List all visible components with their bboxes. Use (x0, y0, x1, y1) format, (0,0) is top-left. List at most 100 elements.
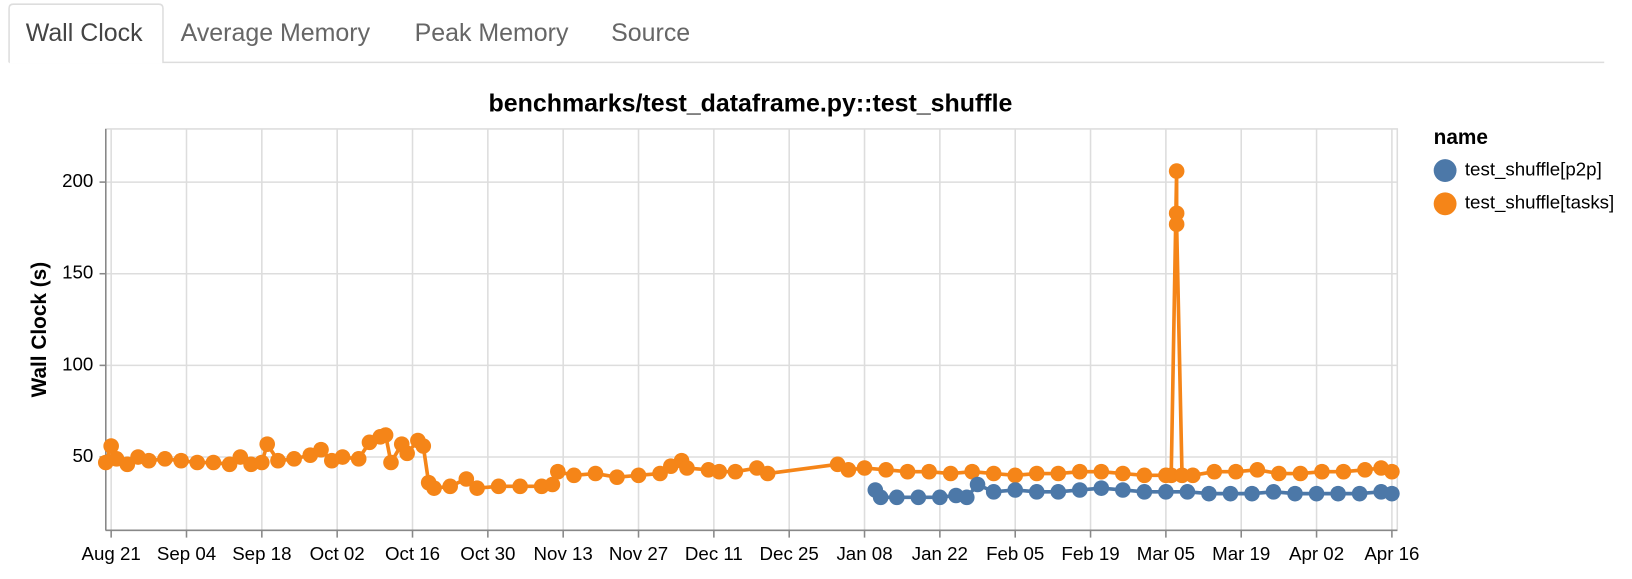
point (1028, 484, 1045, 500)
point (1184, 467, 1201, 484)
x-tick-label: Sep 04 (157, 543, 216, 564)
point (609, 469, 625, 485)
x-tick-label: Jan 22 (912, 543, 968, 564)
x-tick-label: Oct 16 (385, 543, 440, 564)
point (1050, 484, 1067, 500)
point (259, 436, 276, 452)
x-tick-label: Feb 05 (986, 543, 1044, 564)
point (1168, 205, 1185, 222)
legend-label: test_shuffle[tasks] (1465, 192, 1614, 214)
tab-active-box[interactable] (8, 3, 164, 63)
tab[interactable]: Peak Memory (415, 19, 569, 47)
point (490, 478, 507, 495)
point (469, 480, 485, 496)
legend-label: test_shuffle[p2p] (1465, 158, 1602, 180)
point (1093, 480, 1110, 496)
x-tick-label: Aug 21 (82, 543, 141, 564)
series (867, 476, 1400, 506)
point (141, 452, 157, 469)
series (97, 163, 1400, 496)
point (1050, 465, 1067, 482)
point (1136, 484, 1153, 500)
chart-title: benchmarks/test_dataframe.py::test_shuff… (489, 90, 1013, 118)
point (157, 451, 173, 467)
point (921, 463, 937, 480)
point (1384, 463, 1400, 480)
point (415, 438, 432, 454)
y-tick-label: 50 (72, 445, 93, 466)
point (189, 454, 206, 471)
point (1158, 484, 1174, 500)
point (550, 463, 566, 480)
point (932, 489, 948, 506)
point (1115, 465, 1131, 482)
point (856, 460, 873, 476)
legend-swatch (1433, 159, 1457, 182)
point (958, 489, 975, 506)
point (1228, 463, 1244, 480)
point (899, 463, 916, 480)
point (1071, 482, 1088, 498)
point (1244, 485, 1260, 502)
tab[interactable]: Wall Clock (8, 3, 164, 63)
point (711, 463, 728, 480)
point (1174, 467, 1190, 484)
tab-bar: Wall Clock Average Memory Peak Memory Sourc… (8, 3, 690, 64)
point (889, 489, 905, 506)
point (173, 452, 189, 469)
x-tick-label: Dec 11 (685, 543, 743, 564)
x-tick-label: Nov 27 (609, 543, 668, 564)
point (1179, 484, 1196, 500)
tab-label[interactable]: Wall Clock (26, 19, 143, 47)
point (458, 471, 475, 487)
y-tick-label: 150 (62, 262, 93, 283)
point (350, 451, 367, 467)
point (1308, 485, 1325, 502)
point (103, 438, 119, 454)
point (544, 476, 561, 493)
x-tick-label: Mar 19 (1212, 543, 1270, 564)
x-tick-label: Sep 18 (232, 543, 291, 564)
point (383, 454, 399, 471)
tab-label[interactable]: Peak Memory (415, 19, 569, 47)
legend-title: name (1434, 126, 1488, 149)
point (1071, 463, 1088, 480)
tab[interactable]: Average Memory (181, 19, 371, 47)
point (1384, 485, 1400, 502)
tab-label[interactable]: Source (611, 19, 690, 47)
point (1265, 484, 1282, 500)
point (1206, 463, 1223, 480)
x-tick-label: Oct 02 (310, 543, 365, 564)
tab-label[interactable]: Average Memory (181, 19, 371, 47)
point (985, 465, 1002, 482)
point (205, 454, 222, 471)
point (679, 460, 695, 476)
series-line (873, 482, 1393, 500)
x-tick-label: Apr 16 (1364, 543, 1419, 564)
point (969, 476, 986, 493)
point (1335, 463, 1352, 480)
point (630, 467, 647, 484)
point (1168, 163, 1185, 179)
point (1093, 463, 1110, 480)
point (1007, 482, 1024, 498)
x-tick-label: Dec 25 (760, 543, 819, 564)
x-tick-label: Mar 05 (1137, 543, 1195, 564)
point (910, 489, 927, 506)
point (254, 454, 270, 471)
tab[interactable]: Source (611, 19, 690, 47)
point (313, 441, 329, 458)
point (985, 484, 1002, 500)
series-line (104, 169, 1393, 491)
x-tick-label: Jan 08 (836, 543, 892, 564)
y-tick-label: 100 (62, 353, 93, 374)
point (1136, 467, 1153, 484)
x-tick-label: Apr 02 (1289, 543, 1344, 564)
point (872, 489, 889, 506)
point (1287, 485, 1303, 502)
x-tick-label: Nov 13 (534, 543, 593, 564)
y-axis-label: Wall Clock (s) (28, 262, 51, 397)
x-tick-label: Feb 19 (1061, 543, 1119, 564)
point (1330, 485, 1346, 502)
